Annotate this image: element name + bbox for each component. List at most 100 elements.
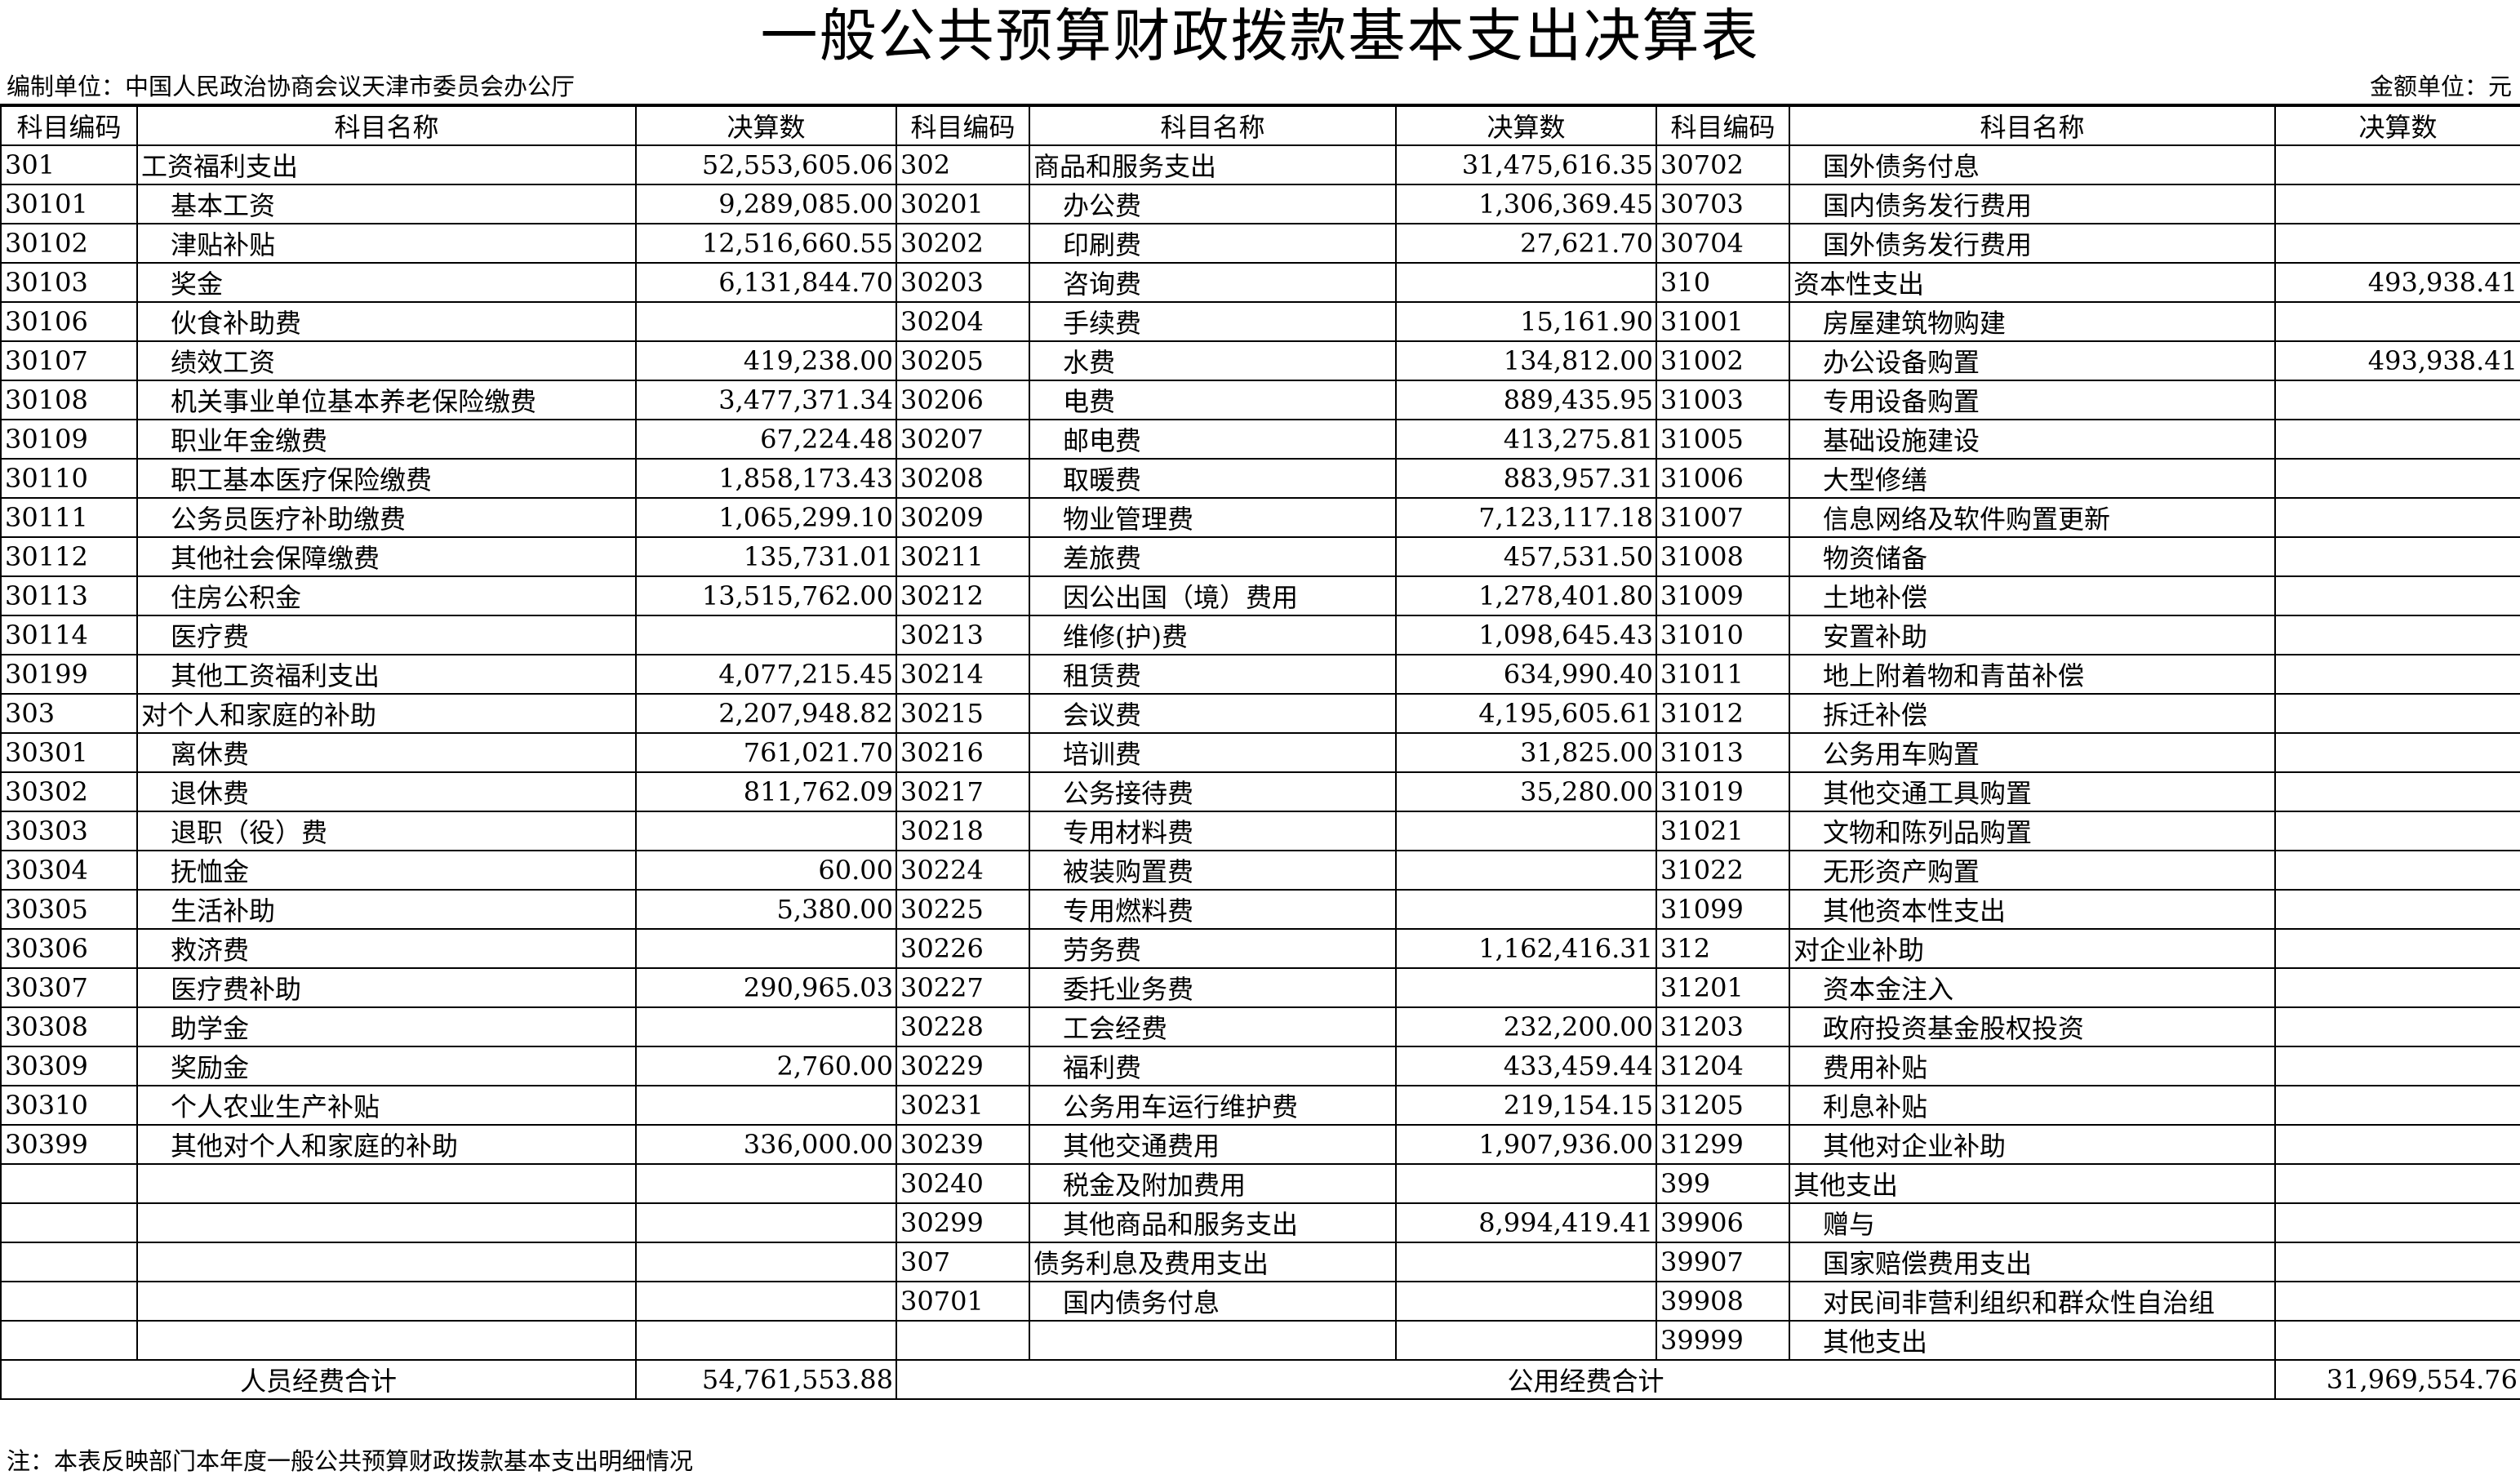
item-amount (635, 1242, 897, 1282)
item-name: 国外债务发行费用 (1789, 223, 2276, 264)
item-code: 30208 (896, 458, 1030, 499)
table-row: 30299 其他商品和服务支出 8,994,419.41 39906 赠与 (0, 1202, 2520, 1243)
item-name: 伙食补助费 (136, 301, 637, 342)
item-amount: 7,123,117.18 (1395, 497, 1657, 538)
item-name: 资本金注入 (1789, 967, 2276, 1008)
item-name: 其他工资福利支出 (136, 654, 637, 695)
item-amount (635, 1320, 897, 1361)
item-code: 30215 (896, 693, 1030, 734)
item-code (0, 1202, 138, 1243)
item-amount: 15,161.90 (1395, 301, 1657, 342)
table-row: 30101 基本工资 9,289,085.00 30201 办公费 1,306,369.4… (0, 184, 2520, 224)
item-amount: 135,731.01 (635, 536, 897, 577)
item-name: 劳务费 (1029, 928, 1397, 969)
item-name: 其他社会保障缴费 (136, 536, 637, 577)
item-amount: 52,553,605.06 (635, 144, 897, 185)
item-code: 30703 (1656, 184, 1790, 224)
item-name: 物业管理费 (1029, 497, 1397, 538)
item-code: 30102 (0, 223, 138, 264)
item-amount: 219,154.15 (1395, 1085, 1657, 1126)
item-name (136, 1202, 637, 1243)
table-row: 30112 其他社会保障缴费 135,731.01 30211 差旅费 457,531.5… (0, 536, 2520, 577)
item-amount: 889,435.95 (1395, 380, 1657, 420)
public-total-label: 公用经费合计 (896, 1359, 2276, 1400)
item-amount (1395, 811, 1657, 851)
table-row: 30240 税金及附加费用 399 其他支出 (0, 1163, 2520, 1204)
item-code: 31005 (1656, 419, 1790, 460)
item-name: 其他交通工具购置 (1789, 771, 2276, 812)
item-amount: 13,515,762.00 (635, 575, 897, 616)
item-code: 30240 (896, 1163, 1030, 1204)
item-code: 312 (1656, 928, 1790, 969)
item-amount (2274, 1046, 2520, 1086)
item-code: 30309 (0, 1046, 138, 1086)
item-name: 抚恤金 (136, 850, 637, 891)
item-code: 31011 (1656, 654, 1790, 695)
item-amount: 134,812.00 (1395, 340, 1657, 381)
item-amount: 35,280.00 (1395, 771, 1657, 812)
item-amount (2274, 850, 2520, 891)
item-code: 39907 (1656, 1242, 1790, 1282)
item-amount (635, 811, 897, 851)
personnel-total-amount: 54,761,553.88 (635, 1359, 897, 1400)
table-row: 30309 奖励金 2,760.00 30229 福利费 433,459.44 31204 费… (0, 1046, 2520, 1086)
item-name: 机关事业单位基本养老保险缴费 (136, 380, 637, 420)
item-code: 30109 (0, 419, 138, 460)
item-code: 31010 (1656, 615, 1790, 655)
personnel-total-label: 人员经费合计 (0, 1359, 637, 1400)
item-name: 被装购置费 (1029, 850, 1397, 891)
item-code: 30106 (0, 301, 138, 342)
item-name: 生活补助 (136, 889, 637, 930)
item-code: 30103 (0, 262, 138, 303)
item-code: 31013 (1656, 732, 1790, 773)
item-name: 职工基本医疗保险缴费 (136, 458, 637, 499)
item-code: 30301 (0, 732, 138, 773)
item-code: 30225 (896, 889, 1030, 930)
item-name: 无形资产购置 (1789, 850, 2276, 891)
item-amount (2274, 419, 2520, 460)
item-name: 委托业务费 (1029, 967, 1397, 1008)
table-row: 303 对个人和家庭的补助 2,207,948.82 30215 会议费 4,195,60… (0, 693, 2520, 734)
item-code: 30299 (896, 1202, 1030, 1243)
item-name: 政府投资基金股权投资 (1789, 1006, 2276, 1047)
table-row: 30102 津贴补贴 12,516,660.55 30202 印刷费 27,621.70 3… (0, 223, 2520, 264)
table-row: 30302 退休费 811,762.09 30217 公务接待费 35,280.00 310… (0, 771, 2520, 812)
item-code: 302 (896, 144, 1030, 185)
item-code: 30107 (0, 340, 138, 381)
item-code: 301 (0, 144, 138, 185)
item-name: 商品和服务支出 (1029, 144, 1397, 185)
item-amount: 5,380.00 (635, 889, 897, 930)
item-code: 30302 (0, 771, 138, 812)
item-amount (2274, 928, 2520, 969)
item-name: 公务员医疗补助缴费 (136, 497, 637, 538)
item-code: 303 (0, 693, 138, 734)
item-code: 30217 (896, 771, 1030, 812)
table-row: 30310 个人农业生产补贴 30231 公务用车运行维护费 219,154.15 312… (0, 1085, 2520, 1126)
item-name: 其他交通费用 (1029, 1124, 1397, 1165)
item-name: 办公设备购置 (1789, 340, 2276, 381)
item-name (1029, 1320, 1397, 1361)
item-name: 退职（役）费 (136, 811, 637, 851)
totals-row: 人员经费合计 54,761,553.88 公用经费合计 31,969,554.7… (0, 1359, 2520, 1400)
item-name: 物资储备 (1789, 536, 2276, 577)
item-code: 30229 (896, 1046, 1030, 1086)
item-name: 其他对企业补助 (1789, 1124, 2276, 1165)
item-name: 基本工资 (136, 184, 637, 224)
item-name: 印刷费 (1029, 223, 1397, 264)
item-amount: 1,306,369.45 (1395, 184, 1657, 224)
item-code: 30304 (0, 850, 138, 891)
item-amount: 60.00 (635, 850, 897, 891)
item-code (0, 1163, 138, 1204)
item-code: 30209 (896, 497, 1030, 538)
item-code: 30305 (0, 889, 138, 930)
item-amount (2274, 1202, 2520, 1243)
item-code: 39999 (1656, 1320, 1790, 1361)
item-amount (2274, 223, 2520, 264)
item-name: 工资福利支出 (136, 144, 637, 185)
item-amount: 8,994,419.41 (1395, 1202, 1657, 1243)
item-name: 其他资本性支出 (1789, 889, 2276, 930)
item-name (136, 1163, 637, 1204)
item-amount: 2,207,948.82 (635, 693, 897, 734)
item-name: 其他支出 (1789, 1163, 2276, 1204)
item-code: 39906 (1656, 1202, 1790, 1243)
